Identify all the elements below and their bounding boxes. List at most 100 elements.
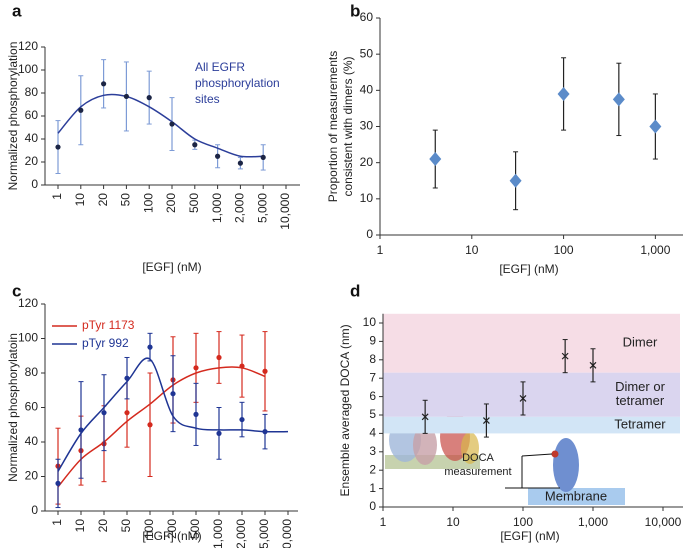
y-axis-label: Normalized phosphorylation — [6, 42, 20, 191]
x-tick-label: 2,000 — [233, 193, 247, 223]
data-point — [78, 427, 84, 433]
x-axis-label: [EGF] (nM) — [500, 529, 559, 543]
x-tick-label: 1,000 — [640, 243, 670, 257]
band-label: Dimer or — [615, 379, 666, 394]
label-site — [551, 450, 559, 458]
data-point — [170, 391, 176, 397]
data-point — [147, 422, 153, 428]
y-tick-label: 50 — [360, 46, 374, 60]
y-tick-label: 120 — [18, 39, 38, 53]
y-tick-label: 60 — [25, 400, 39, 414]
fit-line — [57, 357, 289, 472]
y-tick-label: 40 — [25, 131, 39, 145]
data-point — [193, 411, 199, 417]
y-tick-label: 40 — [360, 83, 374, 97]
x-tick-label: 50 — [119, 193, 133, 207]
y-tick-label: 100 — [18, 331, 38, 345]
y-axis-label: Ensemble averaged DOCA (nm) — [338, 324, 352, 496]
inset-label: measurement — [444, 466, 511, 478]
y-tick-label: 20 — [25, 469, 39, 483]
data-point — [78, 107, 84, 113]
y-tick-label: 6 — [369, 389, 376, 403]
y-tick-label: 20 — [25, 154, 39, 168]
x-tick-label: 10 — [446, 515, 460, 529]
y-tick-label: 7 — [369, 370, 376, 384]
x-tick-label: 100 — [141, 193, 155, 213]
panel-label: b — [350, 1, 360, 20]
y-axis-label: Normalized phosphorylatoin — [6, 333, 20, 482]
panel-label: a — [12, 1, 22, 20]
x-tick-label: 1 — [50, 519, 64, 526]
annotation: sites — [195, 92, 220, 106]
x-tick-label: 2,000 — [234, 519, 248, 548]
y-tick-label: 8 — [369, 352, 376, 366]
x-tick-label: 1 — [377, 243, 384, 257]
data-point — [557, 86, 570, 101]
panel: c 0 20 40 60 80 100 120 1 10 20 50 100 200 500 1,000 2,0… — [6, 281, 298, 548]
y-tick-label: 80 — [25, 365, 39, 379]
band — [383, 416, 680, 434]
data-point — [262, 368, 268, 374]
legend-label: pTyr 1173 — [82, 318, 135, 332]
y-tick-label: 5 — [369, 407, 376, 421]
doca-top — [521, 453, 553, 457]
y-tick-label: 40 — [25, 434, 39, 448]
data-point — [589, 361, 597, 369]
x-tick-label: 1,000 — [211, 519, 225, 548]
data-point — [147, 344, 153, 350]
data-point — [216, 354, 222, 361]
y-tick-label: 20 — [360, 155, 374, 169]
x-axis-label: [EGF] (nM) — [499, 262, 558, 276]
data-point — [124, 410, 130, 416]
x-tick-label: 5,000 — [255, 193, 269, 223]
y-axis-label: Proportion of measurements — [326, 51, 340, 202]
data-point — [124, 375, 130, 381]
x-tick-label: 50 — [119, 519, 133, 533]
y-tick-label: 60 — [360, 10, 374, 24]
x-tick-label: 1 — [50, 193, 64, 200]
data-point — [146, 95, 152, 101]
data-point — [55, 144, 61, 150]
data-point — [262, 429, 268, 435]
data-point — [192, 142, 198, 148]
y-axis-label: consistent with dimers (%) — [341, 56, 355, 196]
y-tick-label: 30 — [360, 119, 374, 133]
data-point — [239, 363, 245, 369]
fit-line — [57, 366, 266, 488]
fit-line — [57, 93, 264, 158]
x-tick-label: 500 — [187, 193, 201, 213]
x-tick-label: 10 — [73, 519, 87, 533]
annotation: All EGFR — [195, 60, 245, 74]
y-tick-label: 0 — [366, 227, 373, 241]
y-tick-label: 120 — [18, 296, 38, 310]
data-point — [421, 413, 429, 421]
protein-blob — [413, 425, 437, 465]
annotation: phosphorylation — [195, 76, 280, 90]
data-point — [519, 395, 527, 402]
x-tick-label: 1 — [380, 515, 387, 529]
band-label: tetramer — [616, 393, 665, 408]
y-tick-label: 3 — [369, 444, 376, 458]
protein-blob — [461, 432, 479, 464]
band-label: Tetramer — [614, 417, 666, 432]
data-point — [612, 92, 625, 107]
panel: b 0 10 20 30 40 50 60 1 10 100 1,000 [EGF] (nM) Propo… — [326, 1, 683, 276]
data-point — [482, 417, 490, 424]
x-tick-label: 20 — [96, 193, 110, 207]
inset-label: Membrane — [545, 488, 607, 503]
panel-label: c — [12, 281, 21, 300]
data-point — [216, 430, 222, 436]
x-tick-label: 20 — [96, 519, 110, 533]
data-point — [169, 121, 175, 127]
x-tick-label: 10 — [73, 193, 87, 207]
y-tick-label: 10 — [363, 315, 377, 329]
band-label: Dimer — [623, 335, 658, 350]
data-point — [101, 410, 107, 416]
data-point — [193, 365, 199, 371]
y-tick-label: 10 — [360, 191, 374, 205]
panel: a 0 20 40 60 80 100 120 1 10 20 50 100 200 500 1,000 2,0… — [6, 1, 300, 274]
inset-label: DOCA — [462, 452, 494, 464]
x-tick-label: 10,000 — [278, 193, 292, 230]
